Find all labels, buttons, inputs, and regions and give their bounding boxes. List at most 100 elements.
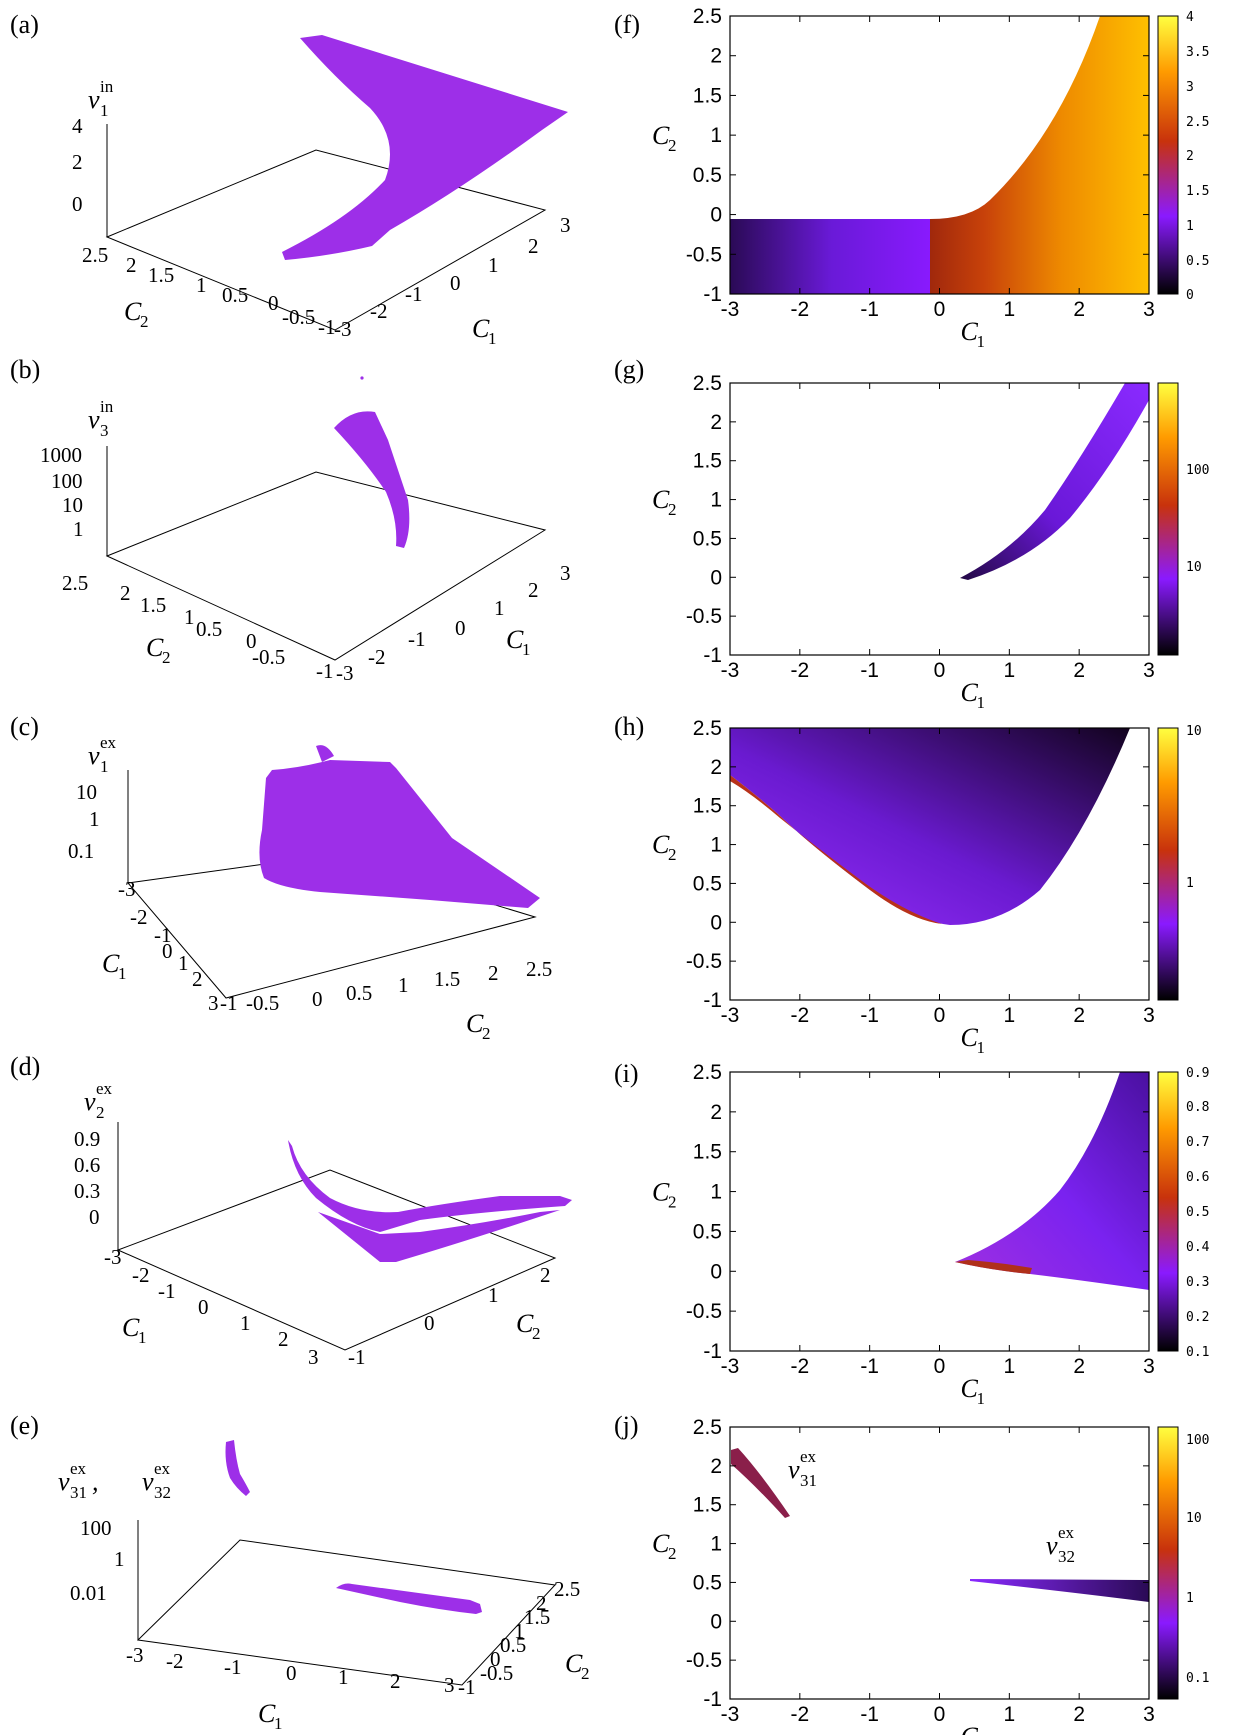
- y-tick-label: 0.5: [693, 527, 722, 550]
- c2-tick: 2.5: [82, 243, 108, 267]
- colorbar-j: [1157, 1426, 1179, 1700]
- c1-tick: 1: [488, 253, 499, 277]
- c2-tick: 0: [424, 1311, 435, 1335]
- plot-frame-g: [729, 382, 1150, 656]
- panel-label-b: (b): [10, 355, 40, 384]
- c2-tick: 2: [120, 581, 131, 605]
- c1-tick: 0: [198, 1295, 209, 1319]
- svg-text:in: in: [100, 77, 114, 96]
- c1-tick: -3: [336, 661, 354, 685]
- x-axis-label-sub-i: 1: [976, 1389, 985, 1408]
- scatter-surface-d: [288, 1140, 572, 1262]
- cb-tick: 1.5: [1186, 184, 1209, 199]
- c1-tick: -2: [370, 299, 388, 323]
- cb-tick: 0: [1186, 288, 1194, 303]
- svg-text:3: 3: [100, 421, 109, 440]
- annotation-v32: v 32 ex: [1046, 1523, 1075, 1566]
- c2-tick: 2.5: [554, 1577, 580, 1601]
- y-tick-label: 0.5: [693, 164, 722, 187]
- colorbar-ticks-g: 100 10: [1186, 463, 1209, 575]
- z-tick: 0.1: [68, 839, 94, 863]
- x-tick-label: 2: [1073, 659, 1085, 682]
- y-tick-label: 0: [710, 566, 722, 589]
- c2-tick: 0.5: [222, 283, 248, 307]
- panel-a: (a) v 1 in 4 2 0 2.5 2 1.5 1 0.5 0 -0.5 …: [10, 10, 571, 348]
- svg-text:v: v: [1046, 1531, 1058, 1560]
- c1-tick: -3: [104, 1245, 122, 1269]
- x-tick-label: -1: [860, 1004, 879, 1027]
- c1-label-b: C 1: [506, 625, 531, 659]
- panel-j: (j) v 31 ex v 32 ex 100 10 1 0.1: [614, 1411, 1209, 1700]
- c1-tick: 2: [278, 1327, 289, 1351]
- cb-tick: 1: [1186, 219, 1194, 234]
- panel-c: (c) v 1 ex 10 1 0.1 -3 -2 -1 0 1 2 3 C 1: [10, 712, 552, 1043]
- panel-label-f: (f): [614, 10, 640, 39]
- c1-label-a: C 1: [472, 314, 497, 348]
- heatmap-region-j-v32: [970, 1579, 1149, 1602]
- svg-text:ex: ex: [70, 1459, 87, 1478]
- c1-tick: -3: [118, 877, 136, 901]
- y-axis-label-sub-j: 2: [668, 1544, 677, 1563]
- z-axis-label-d: v 2 ex: [84, 1079, 113, 1122]
- svg-text:31: 31: [800, 1471, 817, 1490]
- c1-tick: -2: [130, 905, 148, 929]
- svg-text:v: v: [58, 1467, 70, 1496]
- y-tick-label: 1: [710, 834, 722, 857]
- cb-tick: 0.1: [1186, 1345, 1209, 1360]
- x-tick-label: -2: [790, 298, 809, 321]
- cb-tick: 1: [1186, 1591, 1194, 1606]
- c2-label-b: C 2: [146, 633, 171, 667]
- z-ticks-a: 4 2 0: [72, 114, 83, 216]
- c2-tick: 0.5: [346, 981, 372, 1005]
- svg-text:1: 1: [100, 757, 109, 776]
- c2-tick: 1.5: [524, 1605, 550, 1629]
- y-tick-label: 0: [710, 911, 722, 934]
- y-tick-label: -1: [703, 644, 722, 667]
- z-tick: 2: [72, 150, 83, 174]
- panel-label-h: (h): [614, 712, 644, 741]
- c2-tick: -0.5: [282, 305, 315, 329]
- y-axis-label-j: C: [652, 1529, 670, 1558]
- cb-tick: 4: [1186, 10, 1194, 25]
- y-axis-label-h: C: [652, 830, 670, 859]
- z-tick: 1000: [40, 443, 82, 467]
- y-tick-label: -0.5: [686, 1300, 722, 1323]
- c1-ticks-a: -3 -2 -1 0 1 2 3: [334, 213, 571, 341]
- colorbar-i: [1157, 1071, 1179, 1352]
- y-tick-label: 2.5: [693, 717, 722, 740]
- cb-tick: 0.4: [1186, 1240, 1210, 1255]
- c1-ticks-b: -3 -2 -1 0 1 2 3: [336, 561, 571, 685]
- c2-tick: 1: [196, 273, 207, 297]
- z-tick: 0.6: [74, 1153, 100, 1177]
- x-tick-label: -3: [721, 1004, 740, 1027]
- colorbar-ticks-j: 100 10 1 0.1: [1186, 1433, 1209, 1686]
- c2-tick: -1: [318, 315, 336, 339]
- svg-text:in: in: [100, 397, 114, 416]
- panel-i: (i) 0.9 0.8 0.7 0.6 0.5 0.4 0.3 0.2 0.1: [614, 1059, 1210, 1360]
- svg-text:1: 1: [118, 964, 127, 983]
- x-tick-label: -1: [860, 1355, 879, 1378]
- svg-text:,: ,: [92, 1467, 99, 1496]
- c1-tick: 3: [560, 561, 571, 585]
- c1-ticks-d: -3 -2 -1 0 1 2 3: [104, 1245, 319, 1369]
- y-tick-label: 0: [710, 204, 722, 227]
- svg-text:2: 2: [581, 1664, 590, 1683]
- z-tick: 0: [72, 192, 83, 216]
- svg-text:v: v: [88, 405, 100, 434]
- colorbar-h: [1157, 727, 1179, 1001]
- z-tick: 10: [62, 493, 83, 517]
- c1-tick: 3: [444, 1673, 455, 1697]
- cb-tick: 0.8: [1186, 1100, 1209, 1115]
- svg-text:ex: ex: [154, 1459, 171, 1478]
- base-plane-b: [105, 471, 547, 661]
- c1-tick: 1: [494, 596, 505, 620]
- svg-text:31: 31: [70, 1483, 87, 1502]
- y-tick-label: -0.5: [686, 605, 722, 628]
- svg-text:v: v: [142, 1467, 154, 1496]
- y-axis-label-sub-i: 2: [668, 1192, 677, 1211]
- c1-tick: 2: [390, 1669, 401, 1693]
- c1-tick: -1: [158, 1279, 176, 1303]
- c1-tick: 0: [455, 616, 466, 640]
- x-tick-label: -2: [790, 1703, 809, 1726]
